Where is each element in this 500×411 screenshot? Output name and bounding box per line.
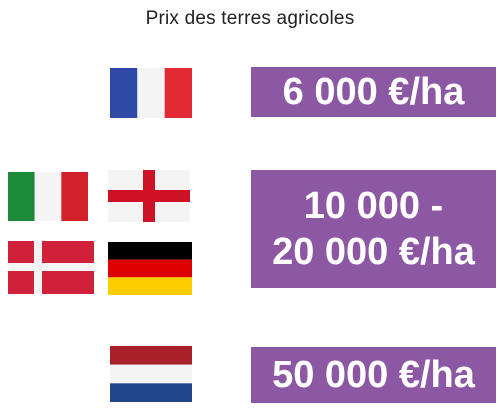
netherlands-flag-icon <box>110 346 192 402</box>
france-flag-icon <box>110 68 192 118</box>
price-text-line-2: 20 000 €/ha <box>272 231 475 273</box>
page-title: Prix des terres agricoles <box>145 8 355 29</box>
price-box-group-2: 10 000 - 20 000 €/ha <box>251 170 496 288</box>
price-text: 50 000 €/ha <box>272 353 475 396</box>
price-box-netherlands: 50 000 €/ha <box>251 347 496 403</box>
germany-flag-icon <box>108 242 192 295</box>
denmark-flag-icon <box>8 241 94 294</box>
price-text: 6 000 €/ha <box>282 70 465 113</box>
england-flag-icon <box>108 170 190 222</box>
price-box-france: 6 000 €/ha <box>251 67 496 117</box>
italy-flag-icon <box>8 172 88 221</box>
price-text-line-1: 10 000 - <box>303 184 444 227</box>
